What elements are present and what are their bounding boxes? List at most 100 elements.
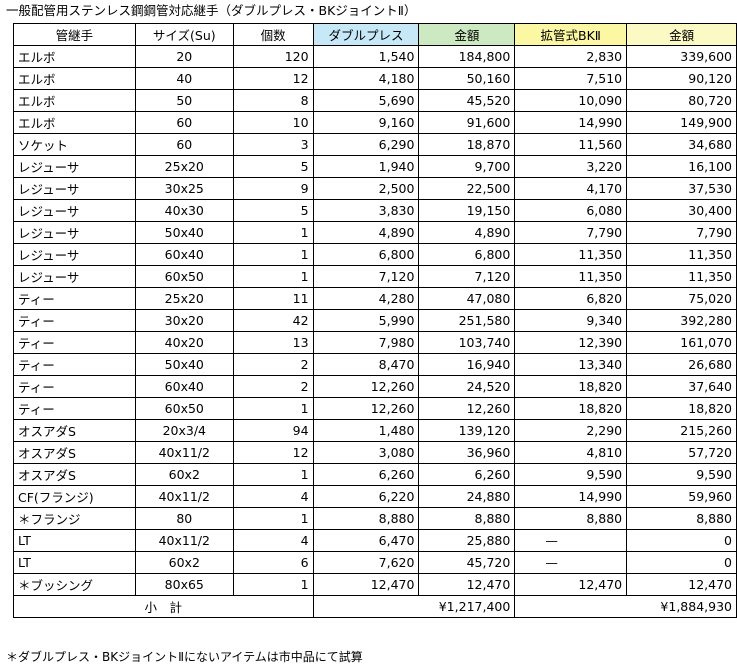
bk-joint-amount-cell: 30,400 — [626, 199, 737, 222]
double-press-price-cell: 7,980 — [312, 331, 420, 354]
bk-joint-amount-cell: 215,260 — [626, 419, 737, 442]
table-row: ティー 60x40 2 12,260 24,520 18,820 37,640 — [13, 375, 737, 398]
bk-joint-amount-cell: 37,530 — [626, 177, 737, 200]
double-press-price-cell: 5,690 — [312, 89, 420, 112]
bk-joint-amount-cell: 7,790 — [626, 221, 737, 244]
size-cell: 60x50 — [134, 265, 234, 288]
size-cell: 20 — [134, 45, 234, 68]
bk-joint-amount-cell: 75,020 — [626, 287, 737, 310]
quantity-cell: 5 — [232, 199, 314, 222]
bk-joint-amount-cell: 11,350 — [626, 243, 737, 266]
quantity-cell: 42 — [232, 309, 314, 332]
table-row: レジューサ 60x50 1 7,120 7,120 11,350 11,350 — [13, 265, 737, 288]
table-row: LT 40x11/2 4 6,470 25,880—0 — [13, 529, 737, 552]
quantity-cell: 9 — [232, 177, 314, 200]
bk-joint-price-cell: 7,510 — [514, 67, 628, 90]
size-cell: 60x2 — [134, 551, 234, 574]
double-press-amount-cell: 139,120 — [418, 419, 516, 442]
bk-joint-price-cell: 14,990 — [514, 111, 628, 134]
bk-joint-amount-cell: 90,120 — [626, 67, 737, 90]
double-press-amount-cell: 47,080 — [418, 287, 516, 310]
quantity-cell: 1 — [232, 507, 314, 530]
bk-joint-price-cell: 3,220 — [514, 155, 628, 178]
double-press-amount-cell: 50,160 — [418, 67, 516, 90]
bk-joint-price-cell: — — [514, 551, 628, 574]
quantity-cell: 12 — [232, 441, 314, 464]
double-press-price-cell: 3,830 — [312, 199, 420, 222]
table-row: オスアダS 40x11/2 12 3,080 36,960 4,810 57,720 — [13, 441, 737, 464]
quantity-cell: 6 — [232, 551, 314, 574]
double-press-price-cell: 7,120 — [312, 265, 420, 288]
table-body: エルボ 20 120 1,540 184,800 2,830 339,600 エルボ 40 12 4… — [13, 45, 737, 596]
bk-joint-price-cell: 18,820 — [514, 375, 628, 398]
quantity-cell: 1 — [232, 573, 314, 596]
size-cell: 60 — [134, 111, 234, 134]
table-row: ティー 40x20 13 7,980 103,740 12,390 161,070 — [13, 331, 737, 354]
quantity-cell: 1 — [232, 265, 314, 288]
header-size: サイズ(Su) — [134, 23, 234, 46]
bk-joint-amount-cell: 12,470 — [626, 573, 737, 596]
bk-joint-amount-cell: 18,820 — [626, 397, 737, 420]
bk-joint-amount-cell: 149,900 — [626, 111, 737, 134]
fitting-cell: ティー — [13, 309, 136, 332]
bk-joint-price-cell: 12,390 — [514, 331, 628, 354]
double-press-amount-cell: 12,470 — [418, 573, 516, 596]
table-row: LT 60x2 6 7,620 45,720—0 — [13, 551, 737, 574]
bk-joint-amount-cell: 9,590 — [626, 463, 737, 486]
double-press-price-cell: 12,470 — [312, 573, 420, 596]
double-press-amount-cell: 24,520 — [418, 375, 516, 398]
fitting-cell: ソケット — [13, 133, 136, 156]
bk-joint-amount-cell: 0 — [626, 551, 737, 574]
double-press-price-cell: 2,500 — [312, 177, 420, 200]
size-cell: 40x11/2 — [134, 529, 234, 552]
bk-joint-price-cell: 6,080 — [514, 199, 628, 222]
double-press-amount-cell: 25,880 — [418, 529, 516, 552]
table-row: レジューサ 25x20 5 1,940 9,700 3,220 16,100 — [13, 155, 737, 178]
bk-joint-price-cell: 2,290 — [514, 419, 628, 442]
double-press-price-cell: 6,260 — [312, 463, 420, 486]
quantity-cell: 2 — [232, 375, 314, 398]
subtotal-label: 小 計 — [13, 595, 314, 618]
bk-joint-price-cell: 4,170 — [514, 177, 628, 200]
bk-joint-amount-cell: 34,680 — [626, 133, 737, 156]
double-press-price-cell: 8,470 — [312, 353, 420, 376]
bk-joint-price-cell: 2,830 — [514, 45, 628, 68]
double-press-amount-cell: 91,600 — [418, 111, 516, 134]
subtotal-row: 小 計 ¥1,217,400 ¥1,884,930 — [13, 595, 737, 618]
double-press-amount-cell: 12,260 — [418, 397, 516, 420]
fitting-cell: エルボ — [13, 67, 136, 90]
double-press-amount-cell: 45,720 — [418, 551, 516, 574]
table-row: CF(フランジ) 40x11/2 4 6,220 24,880 14,990 59,960 — [13, 485, 737, 508]
quantity-cell: 3 — [232, 133, 314, 156]
double-press-price-cell: 12,260 — [312, 397, 420, 420]
quantity-cell: 13 — [232, 331, 314, 354]
double-press-amount-cell: 6,800 — [418, 243, 516, 266]
quantity-cell: 4 — [232, 529, 314, 552]
fitting-cell: エルボ — [13, 45, 136, 68]
size-cell: 30x25 — [134, 177, 234, 200]
footnote: ＊ダブルプレス・BKジョイントⅡにないアイテムは市中品にて試算 — [6, 650, 363, 664]
table-row: レジューサ 50x40 1 4,890 4,890 7,790 7,790 — [13, 221, 737, 244]
double-press-amount-cell: 24,880 — [418, 485, 516, 508]
double-press-price-cell: 4,890 — [312, 221, 420, 244]
fitting-cell: CF(フランジ) — [13, 485, 136, 508]
double-press-price-cell: 6,800 — [312, 243, 420, 266]
header-bk-joint: 拡管式BKⅡ — [514, 23, 628, 46]
size-cell: 25x20 — [134, 155, 234, 178]
bk-joint-amount-cell: 8,880 — [626, 507, 737, 530]
size-cell: 30x20 — [134, 309, 234, 332]
header-amount-bk-joint: 金額 — [626, 23, 737, 46]
double-press-price-cell: 4,280 — [312, 287, 420, 310]
double-press-amount-cell: 6,260 — [418, 463, 516, 486]
bk-joint-price-cell: 14,990 — [514, 485, 628, 508]
bk-joint-price-cell: 13,340 — [514, 353, 628, 376]
size-cell: 80 — [134, 507, 234, 530]
subtotal-amount-bk-joint: ¥1,884,930 — [514, 595, 737, 618]
bk-joint-amount-cell: 26,680 — [626, 353, 737, 376]
fitting-cell: オスアダS — [13, 441, 136, 464]
header-fitting: 管継手 — [13, 23, 136, 46]
table-row: エルボ 40 12 4,180 50,160 7,510 90,120 — [13, 67, 737, 90]
double-press-amount-cell: 184,800 — [418, 45, 516, 68]
size-cell: 40x11/2 — [134, 485, 234, 508]
size-cell: 60x2 — [134, 463, 234, 486]
